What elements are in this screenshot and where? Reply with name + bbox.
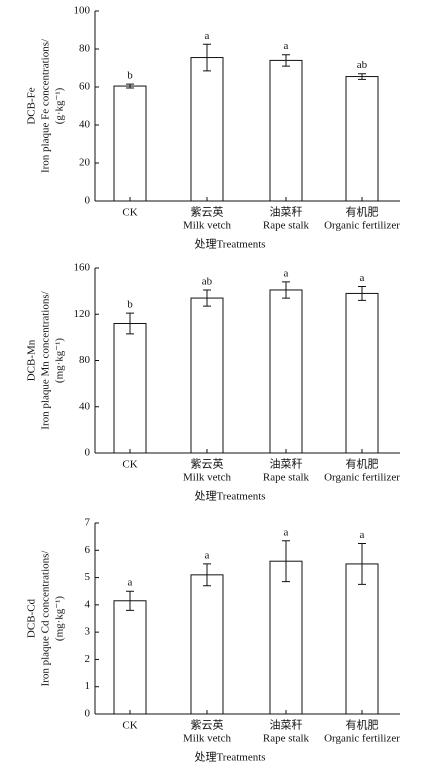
y-tick-label: 80 (79, 43, 91, 55)
error-bar (203, 43, 211, 72)
y-axis-label: DCB-Cd (26, 598, 38, 638)
x-tick-label: Rape stalk (263, 733, 310, 745)
x-tick-label: CK (122, 207, 137, 219)
y-tick-label: 0 (85, 195, 91, 207)
x-tick-label: 紫云英 (191, 205, 224, 219)
bar (113, 85, 147, 202)
y-tick-label: 6 (85, 544, 91, 556)
bar (345, 76, 379, 202)
significance-letter: b (127, 70, 133, 82)
y-tick-label: 3 (85, 626, 91, 638)
error-bar (126, 312, 134, 335)
bar (190, 57, 224, 202)
y-axis-label: (mg·kg⁻¹) (54, 596, 66, 641)
bar (269, 560, 303, 715)
significance-letter: a (205, 549, 210, 561)
x-tick-label: Milk vetch (183, 220, 231, 232)
significance-letter: a (205, 30, 210, 42)
x-tick-label: 有机肥 (346, 718, 379, 732)
significance-letter: b (127, 299, 133, 311)
y-tick-label: 60 (79, 81, 91, 93)
y-tick-label: 80 (79, 354, 91, 366)
bar (269, 289, 303, 454)
y-axis-label: Iron plaque Mn concentrations/ (40, 290, 52, 429)
y-tick-label: 5 (85, 571, 91, 583)
y-tick-label: 100 (74, 5, 91, 17)
y-tick-label: 40 (79, 119, 91, 131)
error-bar (282, 540, 290, 583)
error-bar (126, 590, 134, 611)
x-tick-label: CK (122, 720, 137, 732)
y-tick-label: 0 (85, 447, 91, 459)
error-bar (282, 54, 290, 67)
x-tick-label: 有机肥 (346, 205, 379, 219)
significance-letter: a (284, 526, 289, 538)
x-axis-label: 处理Treatments (194, 751, 265, 764)
bar (113, 323, 147, 454)
x-tick-label: 油菜秆 (270, 205, 303, 219)
bar (190, 574, 224, 715)
y-axis-label: DCB-Mn (26, 339, 38, 381)
error-bar (282, 281, 290, 299)
y-axis-label: (g·kg⁻¹) (54, 87, 66, 124)
x-axis-label: 处理Treatments (194, 238, 265, 251)
y-tick-label: 40 (79, 400, 91, 412)
x-tick-label: Rape stalk (263, 220, 310, 232)
x-tick-label: CK (122, 459, 137, 471)
significance-letter: a (360, 529, 365, 541)
bar (345, 292, 379, 454)
y-tick-label: 1 (85, 680, 91, 692)
y-tick-label: 120 (74, 308, 91, 320)
significance-letter: a (128, 577, 133, 589)
significance-letter: a (360, 272, 365, 284)
x-tick-label: Rape stalk (263, 472, 310, 484)
x-tick-label: 油菜秆 (270, 718, 303, 732)
y-tick-label: 7 (85, 517, 91, 529)
significance-letter: a (284, 267, 289, 279)
bar (345, 563, 379, 715)
bar (190, 297, 224, 454)
error-bar (203, 289, 211, 307)
y-tick-label: 160 (74, 262, 91, 274)
x-tick-label: Organic fertilizer (324, 733, 400, 745)
significance-letter: a (284, 40, 289, 52)
error-bar (126, 83, 134, 89)
significance-letter: ab (357, 59, 368, 71)
x-tick-label: Organic fertilizer (324, 472, 400, 484)
error-bar (203, 563, 211, 587)
x-tick-label: Organic fertilizer (324, 220, 400, 232)
x-tick-label: 油菜秆 (270, 457, 303, 471)
x-tick-label: 紫云英 (191, 457, 224, 471)
significance-letter: ab (202, 276, 213, 288)
x-tick-label: 紫云英 (191, 718, 224, 732)
error-bar (358, 73, 366, 80)
bar (269, 59, 303, 202)
y-axis-label: DCB-Fe (26, 87, 38, 124)
y-tick-label: 2 (85, 653, 91, 665)
y-tick-label: 4 (85, 598, 91, 610)
x-tick-label: 有机肥 (346, 457, 379, 471)
y-axis-label: (mg·kg⁻¹) (54, 338, 66, 383)
y-axis-label: Iron plaque Fe concentrations/ (40, 38, 52, 173)
bar (113, 600, 147, 715)
error-bar (358, 542, 366, 585)
y-axis-label: Iron plaque Cd concentrations/ (40, 550, 52, 687)
x-tick-label: Milk vetch (183, 472, 231, 484)
y-tick-label: 0 (85, 708, 91, 720)
y-tick-label: 20 (79, 157, 91, 169)
x-axis-label: 处理Treatments (194, 490, 265, 503)
x-tick-label: Milk vetch (183, 733, 231, 745)
error-bar (358, 286, 366, 301)
